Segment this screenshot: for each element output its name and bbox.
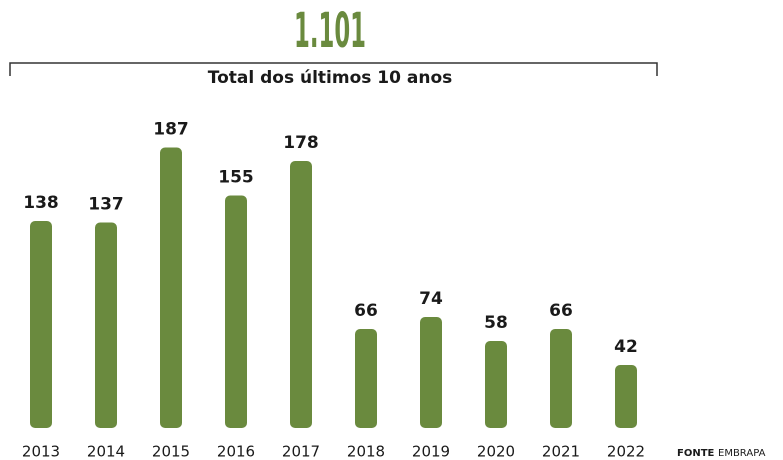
data-label: 74 [419,289,443,309]
x-tick-label: 2013 [22,443,60,460]
data-label: 137 [88,195,124,215]
bar [225,195,247,428]
x-tick-label: 2016 [217,443,255,460]
x-tick-label: 2014 [87,443,125,460]
bar [30,221,52,428]
data-label: 66 [354,301,378,321]
data-label: 187 [153,120,189,140]
data-label: 178 [283,133,319,153]
bar [290,161,312,428]
bar [550,329,572,428]
data-label: 155 [218,168,254,188]
x-tick-label: 2019 [412,443,450,460]
bar [160,147,182,428]
source: EMBRAPA [718,448,766,459]
bar [615,365,637,428]
bar [95,222,117,428]
bar [355,329,377,428]
x-tick-label: 2015 [152,443,190,460]
x-tick-label: 2017 [282,443,320,460]
x-tick-label: 2020 [477,443,515,460]
bar [485,341,507,428]
bracket [9,62,658,76]
x-tick-label: 2022 [607,443,645,460]
data-label: 138 [23,193,59,213]
data-label: 58 [484,313,508,333]
source-label: FONTE [677,448,715,459]
chart-title: 1.101 [294,3,366,59]
x-tick-label: 2021 [542,443,580,460]
x-tick-label: 2018 [347,443,385,460]
chart-subtitle: Total dos últimos 10 anos [208,68,453,88]
data-label: 66 [549,301,573,321]
bar [420,317,442,428]
data-label: 42 [614,337,638,357]
